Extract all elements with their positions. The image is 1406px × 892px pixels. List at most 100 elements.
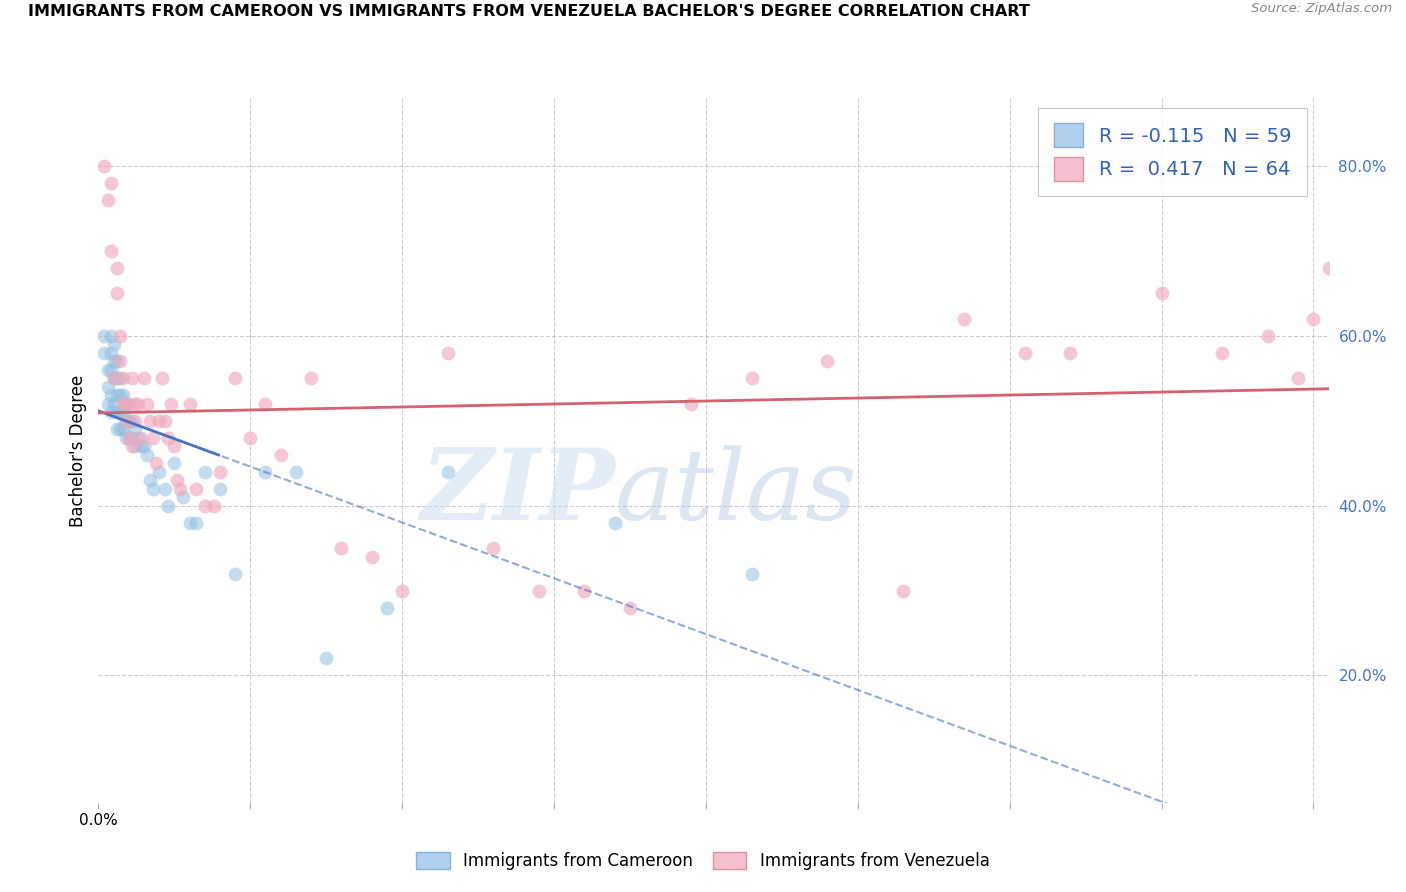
Point	[96, 363, 118, 377]
Point	[315, 651, 337, 665]
Point	[105, 354, 128, 368]
Point	[1257, 329, 1279, 343]
Text: IMMIGRANTS FROM CAMEROON VS IMMIGRANTS FROM VENEZUELA BACHELOR'S DEGREE CORRELAT: IMMIGRANTS FROM CAMEROON VS IMMIGRANTS F…	[28, 4, 1029, 20]
Point	[155, 482, 177, 496]
Point	[93, 159, 115, 173]
Legend: Immigrants from Cameroon, Immigrants from Venezuela: Immigrants from Cameroon, Immigrants fro…	[409, 845, 997, 877]
Point	[482, 541, 505, 555]
Point	[93, 329, 115, 343]
Point	[121, 371, 143, 385]
Point	[179, 516, 201, 530]
Point	[893, 583, 915, 598]
Point	[129, 439, 152, 453]
Point	[239, 431, 262, 445]
Point	[114, 431, 136, 445]
Point	[360, 549, 382, 564]
Point	[155, 414, 177, 428]
Point	[103, 397, 125, 411]
Point	[254, 397, 277, 411]
Point	[121, 431, 143, 445]
Point	[124, 397, 146, 411]
Point	[111, 422, 134, 436]
Point	[254, 465, 277, 479]
Point	[124, 414, 146, 428]
Point	[100, 176, 122, 190]
Point	[103, 371, 125, 385]
Point	[194, 465, 217, 479]
Point	[105, 388, 128, 402]
Point	[105, 405, 128, 419]
Point	[127, 397, 149, 411]
Point	[93, 346, 115, 360]
Point	[157, 499, 180, 513]
Text: ZIP: ZIP	[420, 444, 616, 541]
Point	[741, 566, 763, 581]
Point	[375, 600, 398, 615]
Point	[105, 286, 128, 301]
Point	[129, 431, 152, 445]
Point	[136, 397, 159, 411]
Point	[103, 337, 125, 351]
Point	[118, 431, 141, 445]
Point	[1059, 346, 1081, 360]
Point	[1211, 346, 1233, 360]
Point	[111, 405, 134, 419]
Point	[108, 422, 131, 436]
Text: Source: ZipAtlas.com: Source: ZipAtlas.com	[1251, 2, 1392, 15]
Point	[169, 482, 191, 496]
Point	[108, 405, 131, 419]
Point	[132, 371, 155, 385]
Point	[284, 465, 307, 479]
Point	[114, 414, 136, 428]
Point	[527, 583, 550, 598]
Point	[202, 499, 225, 513]
Point	[142, 482, 165, 496]
Point	[111, 388, 134, 402]
Point	[145, 456, 167, 470]
Point	[603, 516, 626, 530]
Point	[194, 499, 217, 513]
Point	[1286, 371, 1309, 385]
Point	[121, 414, 143, 428]
Point	[817, 354, 839, 368]
Point	[953, 311, 976, 326]
Point	[114, 397, 136, 411]
Point	[436, 346, 458, 360]
Point	[679, 397, 702, 411]
Point	[100, 388, 122, 402]
Point	[111, 397, 134, 411]
Point	[127, 431, 149, 445]
Point	[163, 456, 186, 470]
Point	[224, 566, 246, 581]
Point	[224, 371, 246, 385]
Point	[270, 448, 292, 462]
Point	[150, 371, 173, 385]
Point	[1014, 346, 1036, 360]
Point	[741, 371, 763, 385]
Point	[136, 448, 159, 462]
Point	[142, 431, 165, 445]
Y-axis label: Bachelor's Degree: Bachelor's Degree	[69, 375, 87, 526]
Point	[148, 414, 170, 428]
Point	[574, 583, 596, 598]
Point	[118, 397, 141, 411]
Point	[108, 354, 131, 368]
Point	[179, 397, 201, 411]
Point	[299, 371, 322, 385]
Point	[139, 473, 162, 487]
Point	[124, 439, 146, 453]
Point	[163, 439, 186, 453]
Point	[118, 414, 141, 428]
Point	[96, 193, 118, 207]
Point	[100, 329, 122, 343]
Point	[184, 482, 207, 496]
Point	[121, 439, 143, 453]
Point	[1302, 311, 1324, 326]
Point	[96, 380, 118, 394]
Point	[208, 482, 231, 496]
Point	[132, 439, 155, 453]
Point	[391, 583, 413, 598]
Point	[96, 397, 118, 411]
Point	[124, 422, 146, 436]
Legend: R = -0.115   N = 59, R =  0.417   N = 64: R = -0.115 N = 59, R = 0.417 N = 64	[1038, 108, 1306, 196]
